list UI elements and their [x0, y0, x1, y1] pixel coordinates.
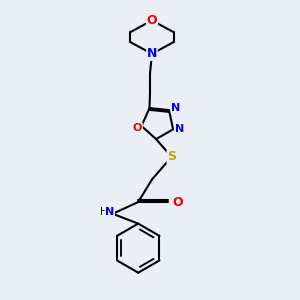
Text: O: O: [147, 14, 157, 27]
Text: S: S: [167, 150, 176, 164]
Text: O: O: [133, 123, 142, 133]
Text: H: H: [100, 207, 108, 217]
Text: O: O: [172, 196, 183, 208]
Text: N: N: [171, 103, 181, 113]
Text: N: N: [147, 47, 157, 60]
Text: N: N: [175, 124, 184, 134]
Text: N: N: [105, 207, 114, 217]
